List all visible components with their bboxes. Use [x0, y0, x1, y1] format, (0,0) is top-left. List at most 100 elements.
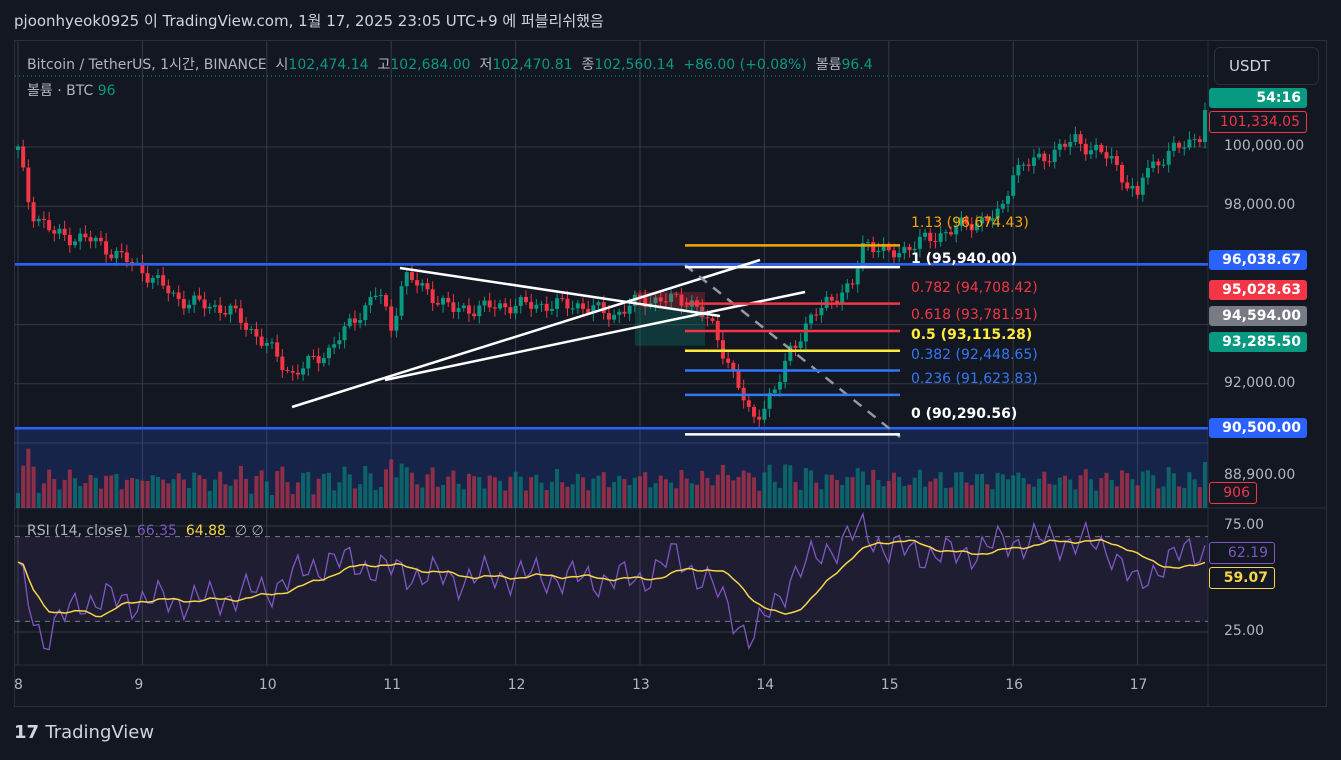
- candle: [202, 299, 207, 309]
- candle: [777, 381, 782, 390]
- candle: [363, 305, 368, 321]
- close-label: 종: [581, 57, 595, 73]
- volume-bar: [104, 475, 109, 508]
- tradingview-logo[interactable]: 17 TradingView: [14, 722, 154, 743]
- candle: [1094, 144, 1099, 151]
- candle: [985, 217, 990, 221]
- candle: [1011, 175, 1016, 196]
- volume-bar: [280, 466, 285, 508]
- candle: [16, 146, 20, 150]
- volume-bar: [689, 483, 694, 508]
- candle: [67, 234, 72, 246]
- candle: [466, 305, 471, 314]
- fib-level-label: 0.382 (92,448.65): [911, 346, 1038, 363]
- volume-bar: [1156, 488, 1161, 508]
- candle: [720, 340, 725, 359]
- volume-bar: [1187, 472, 1192, 508]
- candle: [430, 289, 435, 304]
- volume-bar: [88, 474, 93, 508]
- volume-bar: [415, 484, 420, 508]
- volume-bar: [845, 476, 850, 508]
- volume-bar: [855, 468, 860, 508]
- candle: [21, 146, 26, 168]
- volume-bar: [181, 479, 186, 508]
- candle: [705, 317, 710, 319]
- candle: [845, 283, 850, 293]
- volume-bar: [513, 471, 518, 508]
- candle: [1083, 143, 1088, 155]
- candle: [218, 305, 223, 313]
- candle: [1016, 164, 1021, 176]
- volume-bar: [36, 492, 41, 508]
- volume-bar: [1037, 478, 1042, 508]
- candle: [596, 302, 601, 306]
- volume-bar: [809, 470, 814, 508]
- candle: [171, 292, 176, 294]
- volume-bar: [834, 479, 839, 508]
- volume-bar: [1083, 469, 1088, 508]
- volume-bar: [606, 487, 611, 508]
- volume-bar: [684, 478, 689, 508]
- trendline: [291, 258, 761, 409]
- candle: [1114, 156, 1119, 165]
- candle: [793, 345, 798, 348]
- volume-bar: [1135, 485, 1140, 508]
- volume-bar: [959, 471, 964, 508]
- candle: [119, 250, 124, 253]
- currency-button[interactable]: USDT: [1214, 47, 1319, 85]
- blue-low-level-tag: 90,500.00: [1209, 418, 1307, 438]
- candle: [233, 305, 238, 309]
- time-axis-label: 17: [1129, 677, 1148, 693]
- volume-bar: [171, 479, 176, 508]
- volume-bar: [627, 484, 632, 508]
- volume-bar: [1016, 472, 1021, 508]
- candle: [928, 232, 933, 242]
- time-axis-label: 15: [880, 677, 899, 693]
- candle: [850, 283, 855, 285]
- volume-bar: [555, 468, 560, 508]
- volume-bar: [384, 469, 389, 508]
- volume-bar: [155, 476, 160, 508]
- candle: [1140, 177, 1145, 195]
- candle: [726, 358, 731, 363]
- change-value: +86.00 (+0.08%): [683, 57, 807, 73]
- candle: [327, 347, 331, 359]
- volume-bar: [1063, 475, 1068, 508]
- candle: [415, 280, 420, 286]
- volume-bar: [783, 464, 788, 508]
- volume-bar: [295, 482, 300, 508]
- rsi-legend[interactable]: RSI (14, close) 66.35 64.88 ∅ ∅: [27, 523, 264, 539]
- fib-level-label: 1.13 (96,674.43): [911, 215, 1029, 232]
- candle: [503, 303, 508, 308]
- candle: [803, 323, 808, 342]
- main-pane-bg: [15, 41, 1208, 665]
- candle: [358, 320, 363, 323]
- candle: [389, 306, 394, 331]
- candle: [995, 208, 1000, 219]
- volume-bar: [228, 485, 233, 508]
- fib-level-label: 0.782 (94,708.42): [911, 279, 1038, 296]
- symbol-name[interactable]: Bitcoin / TetherUS, 1시간, BINANCE: [27, 57, 267, 73]
- volume-bar: [886, 481, 891, 508]
- volume-bar: [969, 485, 974, 508]
- volume-bar: [451, 470, 456, 508]
- candle: [36, 218, 41, 222]
- volume-bar: [710, 485, 715, 508]
- candle: [534, 304, 539, 309]
- candle: [643, 297, 648, 308]
- volume-bar: [788, 465, 793, 508]
- candle: [788, 345, 793, 361]
- candle: [404, 272, 409, 287]
- fib-level-label: 0.236 (91,623.83): [911, 370, 1038, 387]
- volume-bar: [529, 477, 534, 508]
- time-axis-label: 8: [14, 677, 23, 693]
- candle: [1026, 164, 1031, 166]
- volume-legend[interactable]: 볼륨 · BTC 96: [27, 80, 116, 100]
- candle: [1088, 150, 1093, 155]
- volume-bar: [523, 490, 528, 508]
- candle: [638, 294, 642, 298]
- candle: [876, 250, 881, 253]
- candle: [1052, 149, 1057, 162]
- candle: [746, 400, 751, 407]
